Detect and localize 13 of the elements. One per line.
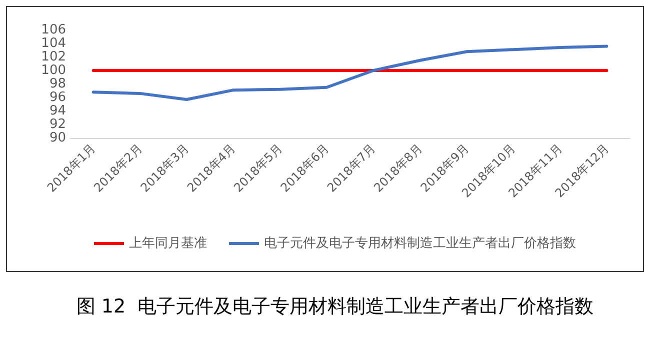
y-tick-label: 98	[49, 76, 66, 92]
line-series	[92, 44, 608, 102]
y-tick-label: 94	[49, 104, 66, 118]
y-tick-label: 106	[41, 22, 66, 38]
y-tick-label: 102	[41, 50, 66, 64]
y-tick-label: 90	[49, 130, 66, 146]
text: 图 12 电子元件及电子专用材料制造工业生产者出厂价格指数	[76, 296, 594, 318]
legend-label: 上年同月基准	[129, 236, 207, 251]
y-tick-label: 100	[41, 63, 66, 78]
y-tick-label: 92	[49, 117, 66, 132]
y-tick-label: 104	[41, 36, 66, 51]
y-tick-label: 96	[49, 90, 66, 105]
legend-label: 电子元件及电子专用材料制造工业生产者出厂价格指数	[264, 236, 576, 251]
